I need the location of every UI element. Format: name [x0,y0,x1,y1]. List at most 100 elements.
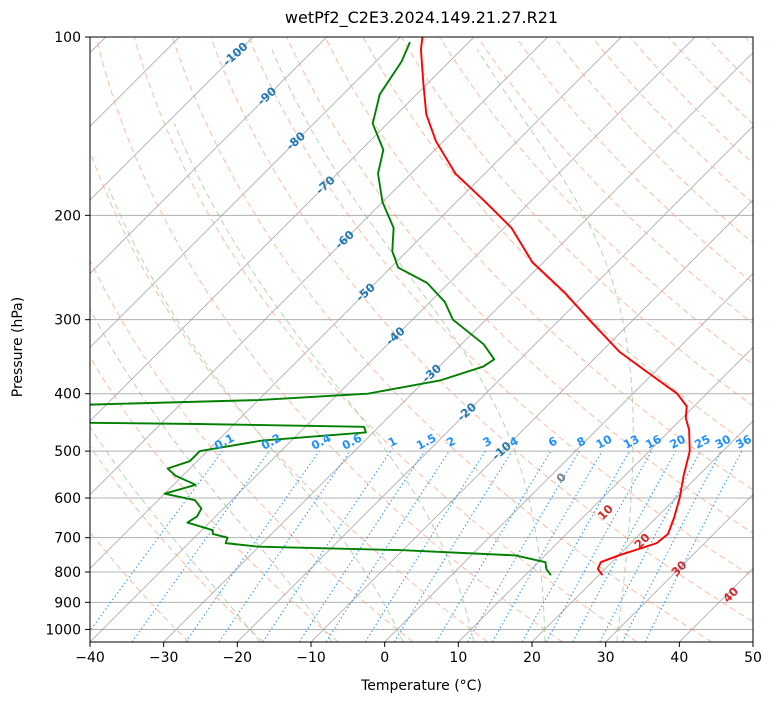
dry-adiabat-line [133,37,638,642]
dry-adiabat-line [744,37,753,47]
x-tick-label: −10 [296,650,326,666]
y-tick-label: 600 [54,491,81,507]
y-tick-label: 900 [54,595,81,611]
x-tick-label: 40 [670,650,688,666]
x-tick-label: 30 [597,650,615,666]
dry-adiabat-line [591,37,753,204]
isotherm-line [163,52,753,642]
dry-adiabat-line [477,37,753,325]
y-tick-label: 400 [54,387,81,403]
moist-adiabat-line [90,426,261,642]
mixing-ratio-label: 36 [733,432,754,452]
isotherm-line [458,346,753,642]
mixing-ratio-line [218,450,351,642]
mixing-ratio-label: 3 [480,434,494,450]
dry-adiabat-line [362,37,753,449]
mixing-ratio-label: 0.2 [259,431,284,453]
isotherm-line [531,420,753,642]
dry-adiabat-line [90,356,339,642]
y-tick-label: 1000 [45,622,81,638]
plot-layers [0,37,753,642]
x-tick-label: 10 [449,650,467,666]
isotherm-line [90,37,548,496]
isotherm-line [605,494,753,642]
mixing-ratio-label: 8 [574,434,588,450]
moist-adiabat-line [271,49,546,642]
mixing-ratio-label: 2 [444,434,458,450]
x-tick-label: 50 [744,650,762,666]
y-tick-label: 300 [54,313,81,329]
mixing-ratio-line [185,450,320,642]
dry-adiabat-line [90,150,488,642]
x-tick-label: −40 [75,650,105,666]
temperature-profile-line [419,37,691,576]
y-tick-label: 100 [54,30,81,46]
dry-adiabat-line [439,37,753,366]
dry-adiabat-line [248,37,753,578]
isotherm-line [90,37,475,422]
mixing-ratio-line [599,450,702,642]
dry-adiabat-line [171,37,712,642]
plot-frame [89,36,754,643]
dry-adiabat-line [90,259,414,642]
isotherm-line [384,273,753,642]
mixing-ratio-label: 25 [692,432,713,452]
mixing-ratio-line [435,450,552,642]
chart-title: wetPf2_C2E3.2024.149.21.27.R21 [284,8,559,27]
x-tick-label: 20 [523,650,541,666]
moist-adiabat-line [90,308,333,642]
mixing-ratio-line [644,450,743,642]
dry-adiabat-line [515,37,753,284]
y-tick-label: 500 [54,444,81,460]
x-tick-label: −30 [149,650,179,666]
y-tick-label: 700 [54,531,81,547]
x-tick-label: −20 [223,650,253,666]
dry-adiabat-line [668,37,753,125]
mixing-ratio-line [131,450,270,642]
dry-adiabat-line [90,531,190,642]
dry-adiabat-line [553,37,753,244]
dry-adiabat-line [286,37,753,534]
mixing-ratio-label: 6 [546,434,560,450]
dry-adiabat-line [400,37,753,407]
mixing-ratio-label: 1 [386,434,400,450]
isotherm-line [237,125,753,642]
mixing-ratio-line [298,450,425,642]
mixing-ratio-label: 13 [621,432,642,452]
isotherm-line [679,567,753,642]
isotherm-line [752,641,753,642]
dry-adiabat-line [90,445,264,642]
isotherm-line [90,37,401,348]
x-axis-label: Temperature (°C) [361,678,482,694]
mixing-ratio-label: 20 [667,432,688,452]
moist-adiabat-line [108,188,404,642]
mixing-ratio-label: 0.4 [309,431,334,453]
moist-adiabat-line [174,123,475,642]
y-tick-label: 200 [54,208,81,224]
mixing-ratio-line [262,450,392,642]
mixing-ratio-label: 16 [643,432,664,452]
isotherm-line [90,37,622,569]
isotherm-line [0,37,32,642]
isotherm-line [90,37,327,275]
mixing-ratio-label: 30 [712,432,733,452]
dewpoint-profile-line [90,41,552,576]
dry-adiabat-line [629,37,753,165]
dry-adiabat-line [706,37,753,86]
moist-adiabat-line [476,49,634,642]
mixing-ratio-line [393,450,513,642]
mixing-ratio-label: 10 [594,432,615,452]
mixing-ratio-line [572,450,677,642]
isotherm-line [310,199,753,642]
mixing-ratio-line [325,450,450,642]
mixing-ratio-line [545,450,653,642]
dry-adiabat-line [95,37,563,642]
moist-adiabat-label: 20 [632,530,653,551]
isotherm-line [90,37,254,201]
mixing-ratio-line [90,450,223,632]
mixing-ratio-line [364,450,486,642]
y-tick-label: 800 [54,565,81,581]
isotherm-line [90,37,696,642]
